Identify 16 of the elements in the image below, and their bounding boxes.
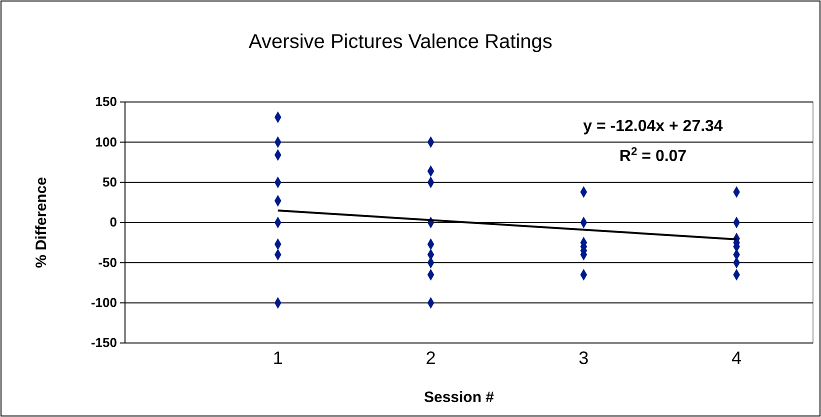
- y-tick-label: 100: [95, 134, 117, 150]
- x-axis-title: Session #: [424, 389, 495, 406]
- x-tick-label: 1: [272, 348, 283, 368]
- x-tick-label: 2: [426, 348, 436, 368]
- annotation: R$^{2}$ = 0.07: [619, 146, 687, 165]
- y-tick-label: 50: [102, 174, 117, 190]
- y-tick-label: -150: [90, 335, 117, 350]
- annotation: y = -12.04x + 27.34: [583, 118, 723, 135]
- x-tick-label: 3: [578, 348, 589, 368]
- y-tick-label: 150: [95, 94, 117, 110]
- y-tick-label: -50: [98, 254, 117, 270]
- y-tick-label: -100: [90, 294, 117, 310]
- y-axis-title: % Difference: [33, 177, 50, 268]
- x-tick-label: 4: [732, 348, 742, 368]
- chart-title: Aversive Pictures Valence Ratings: [248, 31, 552, 53]
- y-tick-label: 0: [110, 214, 117, 230]
